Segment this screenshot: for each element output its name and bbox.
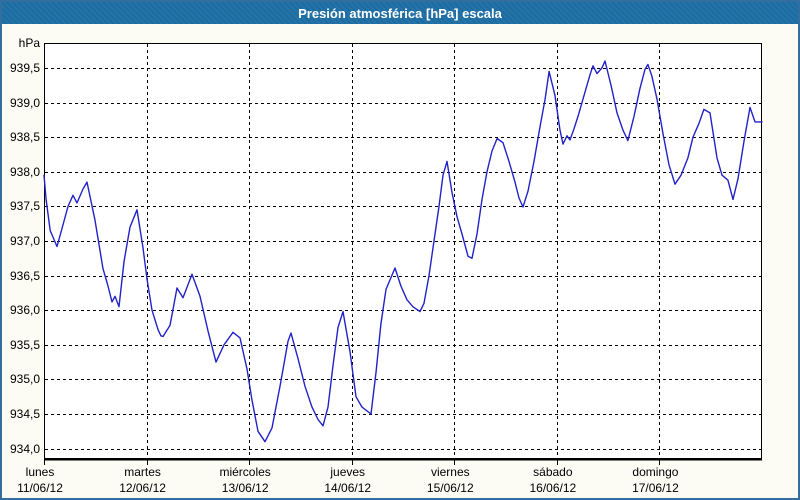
x-day-label: domingo 17/06/12 <box>600 464 710 496</box>
day-date: 17/06/12 <box>632 481 679 495</box>
x-day-label: martes 12/06/12 <box>88 464 198 496</box>
day-name: jueves <box>330 465 366 479</box>
x-day-label: jueves 14/06/12 <box>293 464 403 496</box>
day-name: miércoles <box>219 465 271 479</box>
y-tick-label: 936,5 <box>9 268 40 283</box>
chart-title: Presión atmosférica [hPa] escala <box>298 5 502 21</box>
day-name: sábado <box>533 465 573 479</box>
day-date: 15/06/12 <box>426 481 474 495</box>
y-tick-label: 939,0 <box>9 95 40 110</box>
y-tick-label: 935,0 <box>9 372 40 387</box>
chart-title-bar: Presión atmosférica [hPa] escala <box>2 2 798 24</box>
y-tick-label: 936,0 <box>9 303 40 318</box>
day-date: 13/06/12 <box>221 481 269 495</box>
x-day-label: viernes 15/06/12 <box>395 464 505 496</box>
plot-border <box>44 43 762 459</box>
y-tick-label: 935,5 <box>9 337 40 352</box>
day-name: domingo <box>632 465 679 479</box>
x-day-label: sábado 16/06/12 <box>498 464 608 496</box>
y-tick-label: 938,0 <box>9 164 40 179</box>
day-date: 11/06/12 <box>17 481 63 495</box>
x-day-label: miércoles 13/06/12 <box>190 464 300 496</box>
day-date: 12/06/12 <box>119 481 166 495</box>
y-tick-label: 937,5 <box>9 199 40 214</box>
day-name: martes <box>124 465 161 479</box>
pressure-line <box>43 60 763 443</box>
y-tick-label: 938,5 <box>9 130 40 145</box>
y-tick-label: 937,0 <box>9 233 40 248</box>
day-date: 14/06/12 <box>324 481 372 495</box>
x-day-label: lunes 11/06/12 <box>0 464 95 496</box>
y-tick-label: 934,5 <box>9 407 40 421</box>
y-axis-unit-label: hPa <box>18 36 40 50</box>
y-tick-label: 939,5 <box>9 60 40 75</box>
day-name: lunes <box>25 465 55 479</box>
y-tick-label: 934,0 <box>9 441 40 456</box>
day-date: 16/06/12 <box>529 481 577 495</box>
day-name: viernes <box>430 465 470 479</box>
